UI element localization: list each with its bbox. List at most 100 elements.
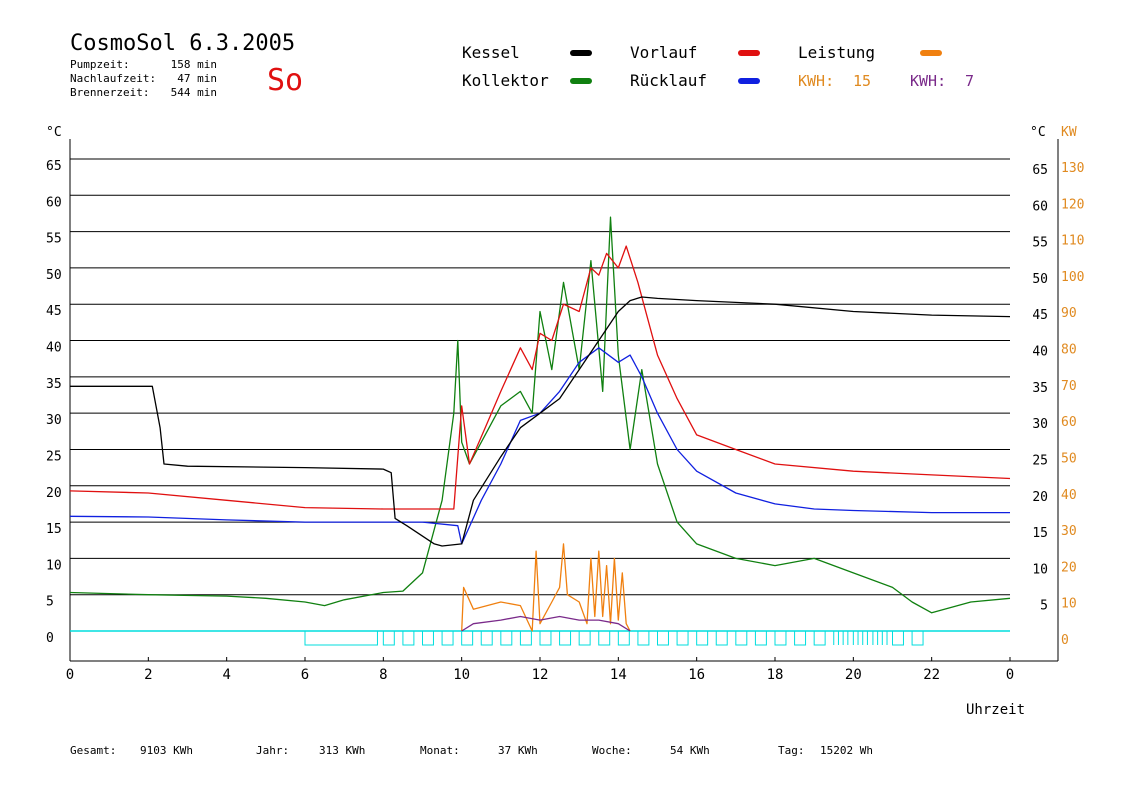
y-left-tick-label: 0: [46, 631, 54, 646]
legend-swatch-kollektor: [570, 78, 592, 84]
pump-box: [657, 630, 669, 646]
pump-box: [735, 630, 748, 646]
series-group: [69, 216, 1011, 632]
y-left-tick-label: 65: [46, 159, 62, 174]
pump-box: [794, 630, 807, 646]
series-line-kwh-7: [461, 615, 631, 632]
y-right2-tick-label: 110: [1061, 234, 1084, 249]
pump-box: [304, 630, 378, 646]
legend-label-kollektor: Kollektor: [462, 71, 549, 90]
x-tick-label: 14: [610, 667, 627, 683]
y-right2-tick-label: 70: [1061, 379, 1077, 394]
series-line-leistung: [461, 543, 631, 632]
y-right2-tick-label: 50: [1061, 451, 1077, 466]
stat-label-pumpzeit: Pumpzeit:: [70, 58, 130, 71]
y-right-tick-label: 50: [1032, 272, 1048, 287]
pump-box: [461, 630, 474, 646]
x-tick-label: 12: [532, 667, 549, 683]
pump-box: [578, 630, 591, 646]
x-tick-label: 18: [767, 667, 784, 683]
y-right2-tick-label: 90: [1061, 306, 1077, 321]
y-right2-tick-label: 60: [1061, 415, 1077, 430]
grid: [70, 158, 1010, 596]
pump-box: [637, 630, 650, 646]
y-left-unit: °C: [46, 125, 62, 140]
footer-woche-label: Woche:: [592, 744, 632, 757]
y-right-tick-label: 30: [1032, 417, 1048, 432]
stat-value-pumpzeit: 158 min: [171, 58, 217, 71]
stat-value-brennerzeit: 544 min: [171, 86, 217, 99]
footer-monat-label: Monat:: [420, 744, 460, 757]
footer-woche-value: 54 KWh: [670, 744, 710, 757]
series-line-vorlauf: [69, 245, 1011, 510]
stat-value-nachlaufzeit: 47 min: [177, 72, 217, 85]
y-right2-tick-label: 120: [1061, 197, 1084, 212]
x-tick-label: 4: [222, 667, 230, 683]
pump-box: [911, 630, 924, 646]
y-right2-tick-label: 100: [1061, 270, 1084, 285]
y-left-tick-label: 10: [46, 558, 62, 573]
series-line-r-cklauf: [69, 347, 1010, 545]
legend-label-vorlauf: Vorlauf: [630, 43, 697, 62]
y-right-tick-label: 60: [1032, 199, 1048, 214]
y-right2-tick-label: 80: [1061, 343, 1077, 358]
legend-swatch-leistung: [920, 50, 942, 56]
legend-swatch-kessel: [570, 50, 592, 56]
footer-gesamt-label: Gesamt:: [70, 744, 116, 757]
chart-title: CosmoSol 6.3.2005: [70, 31, 295, 56]
legend-label-kessel: Kessel: [462, 43, 520, 62]
pump-box: [774, 630, 787, 646]
x-tick-label: 20: [845, 667, 862, 683]
y-right-tick-label: 65: [1032, 163, 1048, 178]
pump-box: [696, 630, 709, 646]
pump-box: [500, 630, 513, 646]
x-tick-label: 6: [301, 667, 309, 683]
legend-label-leistung: Leistung: [798, 43, 875, 62]
footer-tag-label: Tag:: [778, 744, 805, 757]
y-right2-tick-label: 10: [1061, 597, 1077, 612]
y-right-tick-label: 5: [1040, 599, 1048, 614]
kwh1-label: KWH:: [798, 72, 834, 90]
y-right-tick-label: 35: [1032, 381, 1048, 396]
pump-box: [519, 630, 532, 646]
legend-label-ruecklauf: Rücklauf: [630, 71, 707, 90]
y-right-unit: °C: [1030, 125, 1046, 140]
y-right-tick-label: 40: [1032, 345, 1048, 360]
pump-box: [539, 630, 552, 646]
kwh2-label: KWH:: [910, 72, 946, 90]
pump-box: [480, 630, 493, 646]
kwh1-value: 15: [853, 72, 871, 90]
y-left-tick-label: 35: [46, 377, 62, 392]
pump-box: [402, 630, 415, 646]
y-right-tick-label: 10: [1032, 562, 1048, 577]
pump-box: [559, 630, 572, 646]
y-right2-unit: KW: [1061, 125, 1077, 140]
y-left-tick-label: 5: [46, 595, 54, 610]
pump-box: [892, 630, 904, 646]
y-left-tick-label: 25: [46, 449, 62, 464]
pump-box: [676, 630, 689, 646]
y-left-tick-label: 30: [46, 413, 62, 428]
y-right-tick-label: 55: [1032, 236, 1048, 251]
footer-tag-value: 15202 Wh: [820, 744, 873, 757]
footer-jahr-value: 313 KWh: [319, 744, 365, 757]
x-tick-label: 10: [453, 667, 470, 683]
y-left-tick-label: 40: [46, 341, 62, 356]
y-left-tick-label: 20: [46, 486, 62, 501]
y-right2-tick-label: 40: [1061, 488, 1077, 503]
y-right-tick-label: 45: [1032, 308, 1048, 323]
y-right2-tick-label: 0: [1061, 633, 1069, 648]
x-tick-label: 0: [66, 667, 74, 683]
series-line-kessel: [70, 296, 1011, 547]
legend-swatch-vorlauf: [738, 50, 760, 56]
y-left-tick-label: 60: [46, 195, 62, 210]
x-tick-label: 2: [144, 667, 152, 683]
legend-swatch-ruecklauf: [738, 78, 760, 84]
y-left-tick-label: 15: [46, 522, 62, 537]
axes: 0510152025303540455055606551015202530354…: [46, 139, 1084, 683]
pump-box: [382, 630, 395, 646]
x-tick-label: 22: [923, 667, 940, 683]
series-line-kollektor: [69, 216, 1011, 614]
x-tick-label: 0: [1006, 667, 1014, 683]
